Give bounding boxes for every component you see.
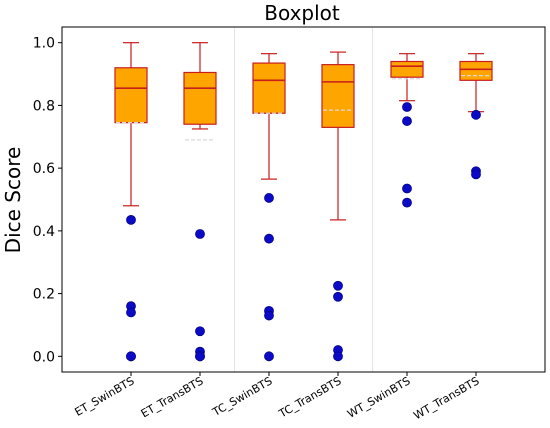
y-tick-label-0: 0.0 (33, 349, 55, 365)
box-tc-swinbts (252, 62, 286, 114)
outlier-point-tc-swinbts-4 (264, 310, 274, 321)
y-axis-label: Dice Score (1, 147, 25, 254)
box-et-transbts (183, 71, 217, 125)
outlier-point-et-transbts-1 (195, 229, 205, 239)
outlier-point-tc-transbts-4 (333, 351, 343, 362)
outlier-point-et-swinbts-1 (126, 214, 136, 225)
outlier-point-wt-swinbts-2 (402, 116, 412, 126)
box-wt-transbts (459, 60, 493, 81)
y-tick-label-3: 0.6 (33, 161, 55, 177)
outlier-point-wt-swinbts-1 (402, 102, 412, 112)
outlier-point-et-swinbts-3 (126, 307, 136, 318)
outlier-point-tc-swinbts-5 (264, 351, 274, 362)
outlier-point-tc-swinbts-1 (264, 193, 274, 203)
y-tick-label-5: 1.0 (33, 36, 55, 52)
chart-title: Boxplot (264, 1, 340, 25)
axes-frame (61, 26, 546, 373)
y-tick-label-2: 0.4 (33, 224, 55, 240)
y-tick-label-1: 0.2 (33, 287, 55, 303)
outlier-point-tc-transbts-2 (333, 291, 343, 302)
box-wt-swinbts (390, 60, 424, 78)
box-tc-transbts (321, 64, 355, 128)
outlier-point-wt-transbts-1 (471, 109, 481, 120)
outlier-point-et-swinbts-5 (126, 351, 136, 362)
outlier-point-wt-swinbts-3 (402, 183, 412, 194)
outlier-point-wt-transbts-3 (471, 169, 481, 180)
outlier-point-tc-swinbts-2 (264, 233, 274, 244)
y-tick-label-4: 0.8 (33, 98, 55, 114)
outlier-point-tc-transbts-1 (333, 280, 343, 291)
outlier-point-et-transbts-5 (195, 351, 205, 362)
outlier-point-wt-swinbts-4 (402, 197, 412, 208)
outlier-point-et-transbts-2 (195, 326, 205, 337)
box-et-swinbts (114, 67, 148, 124)
